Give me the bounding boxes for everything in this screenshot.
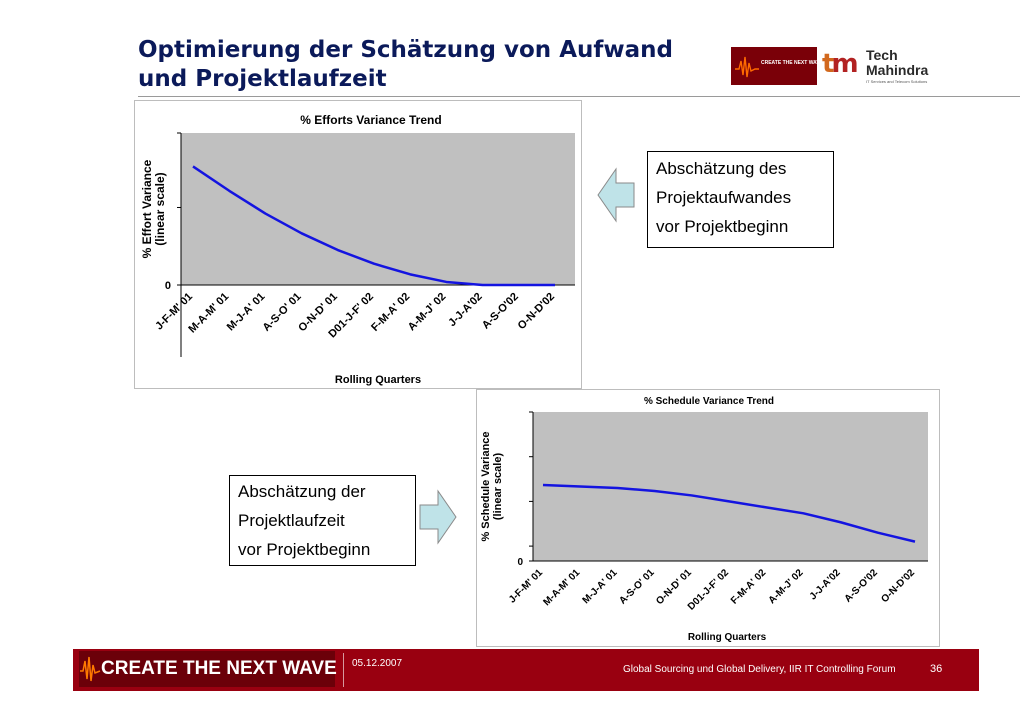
page-title-line-2: und Projektlaufzeit [138,66,387,92]
logo-tagline: IT Services and Telecom Solutions [866,79,928,84]
create-the-next-wave-logo: CREATE THE NEXT WAVE [731,47,823,85]
x-tick-label: F-M-A' 02 [729,567,769,607]
effort-variance-chart-svg: % Efforts Variance Trend Rolling Quarter… [140,113,575,386]
tech-mahindra-logo: tm Tech Mahindra IT Services and Telecom… [822,45,962,89]
x-tick-label: D01-J-F' 02 [686,567,732,613]
x-tick-label: O-N-D'02 [879,567,917,605]
x-tick-label: M-A-M' 01 [541,567,582,608]
note-line: vor Projektbeginn [238,540,371,559]
x-axis-label: Rolling Quarters [688,632,767,643]
y-axis-label: (linear scale) [492,453,504,521]
x-tick-label: O-N-D'02 [516,291,557,332]
y-axis-label: % Effort Variance [140,159,154,258]
y-tick-label: 0 [165,280,171,292]
x-tick-label: A-M-J' 02 [406,291,449,334]
x-tick-label: J-F-M' 01 [507,567,545,605]
y-axis-label: (linear scale) [153,172,167,245]
note-line: Abschätzung des [656,159,787,178]
x-tick-label: O-N-D' 01 [654,567,694,607]
page-title: Optimierung der Schätzung von Aufwand un… [138,36,738,94]
effort-variance-chart: % Efforts Variance Trend Rolling Quarter… [134,100,582,389]
x-tick-label: A-S-O'02 [480,291,521,332]
tm-icon: tm [822,49,859,79]
chart-title: % Schedule Variance Trend [644,396,774,407]
plot-area [181,133,575,285]
x-tick-label: A-S-O' 01 [617,567,657,607]
footer-event: Global Sourcing und Global Delivery, IIR… [623,664,896,675]
y-axis-label: % Schedule Variance [480,431,492,541]
logo-tech-text: Tech [866,47,898,63]
footer-bar: CREATE THE NEXT WAVE 05.12.2007 Global S… [73,649,979,691]
page-title-line-1: Optimierung der Schätzung von Aufwand [138,37,673,63]
title-divider [138,96,1020,97]
footer-brand-text: CREATE THE NEXT WAVE [101,658,337,679]
logo-wave-text: CREATE THE NEXT WAVE [761,60,824,66]
effort-estimation-note: Abschätzung des Projektaufwandes vor Pro… [647,151,834,248]
page-number: 36 [930,663,943,675]
x-axis-label: Rolling Quarters [335,374,421,386]
series-line [192,165,555,287]
x-tick-label: A-S-O'02 [843,567,881,605]
note-line: Projektlaufzeit [238,511,345,530]
schedule-estimation-note: Abschätzung der Projektlaufzeit vor Proj… [229,475,416,566]
x-tick-label: J-J-A'02 [808,567,843,602]
y-tick-label: 0 [517,557,523,568]
note-line: Abschätzung der [238,482,366,501]
logo-mahindra-text: Mahindra [866,62,929,78]
footer-divider [343,653,344,687]
note-line: vor Projektbeginn [656,217,789,236]
x-tick-label: M-J-A' 01 [581,567,620,606]
chart-title: % Efforts Variance Trend [300,113,441,127]
left-arrow-icon [597,167,635,223]
series-line [542,483,916,543]
x-tick-label: F-M-A' 02 [369,291,412,334]
footer-brand-logo: CREATE THE NEXT WAVE [79,651,337,687]
right-arrow-icon [419,489,457,545]
schedule-variance-chart-svg: % Schedule Variance Trend Rolling Quarte… [480,396,928,643]
note-line: Projektaufwandes [656,188,792,207]
footer-date: 05.12.2007 [352,658,403,669]
schedule-variance-chart: % Schedule Variance Trend Rolling Quarte… [476,389,940,647]
x-tick-label: A-M-J' 02 [767,567,806,606]
